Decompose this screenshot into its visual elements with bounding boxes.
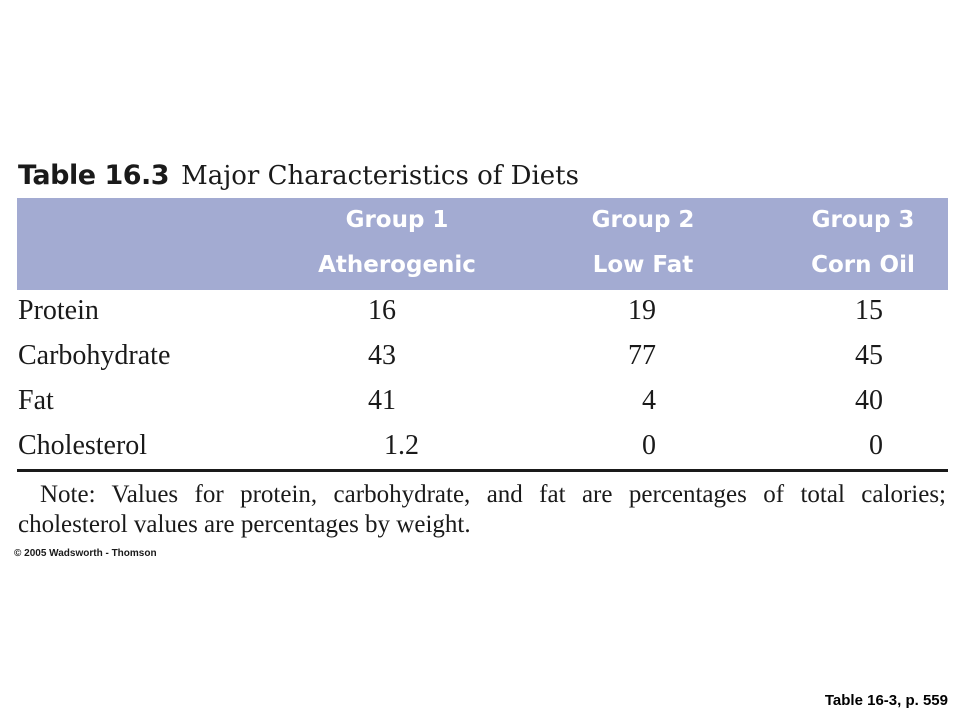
column-header-line1: Group 3 (811, 207, 915, 233)
table-cell: 1.2 (384, 430, 419, 461)
row-label-fat: Fat (18, 385, 54, 416)
table-cell: 4 (642, 385, 656, 416)
table-cell: 43 (368, 340, 396, 371)
page-reference: Table 16-3, p. 559 (824, 692, 948, 709)
table-header: Group 1 Atherogenic Group 2 Low Fat Grou… (17, 198, 948, 290)
table-cell: 15 (855, 295, 883, 326)
column-header-line2: Low Fat (592, 252, 694, 278)
table-cell: 16 (368, 295, 396, 326)
table-cell: 41 (368, 385, 396, 416)
table-cell: 0 (869, 430, 883, 461)
column-header-line1: Group 1 (345, 207, 449, 233)
table-note: Note: Values for protein, carbohydrate, … (18, 481, 946, 538)
column-header-line1: Group 2 (591, 207, 695, 233)
table-caption: Major Characteristics of Diets (181, 161, 579, 191)
table-cell: 77 (628, 340, 656, 371)
column-header-group-1: Group 1 Atherogenic (307, 198, 487, 288)
table-cell: 45 (855, 340, 883, 371)
table-bottom-rule (17, 469, 948, 472)
row-label-carbohydrate: Carbohydrate (18, 340, 171, 371)
table-number: Table 16.3 (18, 160, 170, 191)
column-header-line2: Atherogenic (318, 252, 476, 278)
column-header-group-3: Group 3 Corn Oil (773, 198, 953, 288)
row-label-cholesterol: Cholesterol (18, 430, 148, 461)
table-cell: 19 (628, 295, 656, 326)
table-title: Table 16.3 Major Characteristics of Diets (18, 156, 579, 196)
row-label-protein: Protein (18, 295, 99, 326)
column-header-line2: Corn Oil (811, 252, 915, 278)
table-cell: 0 (642, 430, 656, 461)
column-header-group-2: Group 2 Low Fat (553, 198, 733, 288)
table-cell: 40 (855, 385, 883, 416)
copyright-notice: © 2005 Wadsworth - Thomson (14, 548, 157, 559)
